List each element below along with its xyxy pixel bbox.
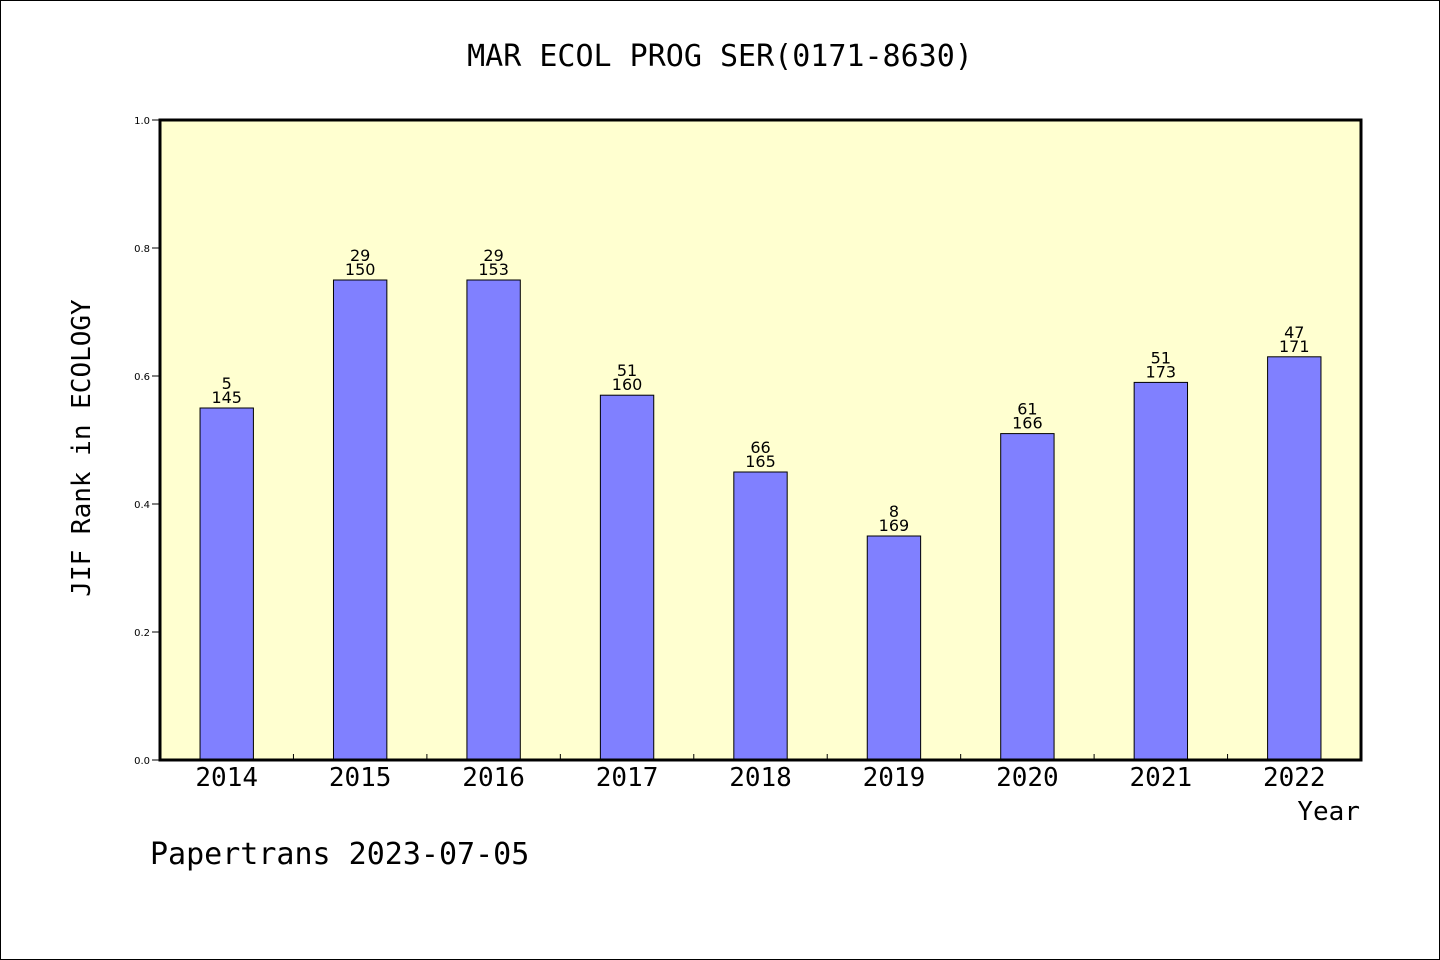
bar-2014 [199, 407, 254, 761]
bars-group: 5145291502915351160661658169611665117347… [199, 246, 1322, 761]
x-tick-label: 2016 [462, 763, 525, 793]
y-tick-label: 0.6 [134, 372, 150, 383]
bar-label-rank: 5 [222, 374, 232, 393]
bar-label-rank: 29 [350, 246, 370, 265]
bar-2019 [866, 535, 922, 761]
bar-label-rank: 61 [1017, 400, 1037, 419]
bar-2016 [466, 279, 521, 761]
x-tick-label: 2020 [996, 763, 1059, 793]
bar-label-total: 153 [478, 260, 509, 279]
y-axis-label: JIF Rank in ECOLOGY [67, 299, 97, 597]
bar-2022 [1267, 356, 1322, 761]
x-tick-label: 2018 [729, 763, 792, 793]
bar-label-total: 166 [1012, 414, 1043, 433]
y-tick-label: 0.0 [134, 756, 150, 767]
bar-label-total: 173 [1146, 362, 1177, 381]
x-axis: 2014 2015 2016 2017 2018 2019 2020 2021 2022 [195, 754, 1326, 793]
bar-label-rank: 8 [889, 502, 899, 521]
x-tick-label: 2021 [1130, 763, 1193, 793]
x-tick-label: 2017 [596, 763, 659, 793]
bar-label-total: 145 [211, 388, 242, 407]
bar-2021 [1133, 381, 1189, 761]
y-tick-label: 1.0 [134, 116, 150, 127]
bar-2020 [1000, 433, 1055, 761]
y-tick-label: 0.2 [134, 628, 150, 639]
bar-label-total: 160 [612, 375, 643, 394]
bar-2015 [332, 279, 388, 761]
x-tick-label: 2014 [195, 763, 258, 793]
footer-credit: Papertrans 2023-07-05 [150, 837, 529, 872]
bar-label-total: 165 [745, 452, 776, 471]
x-axis-label: Year [1297, 797, 1360, 827]
y-tick-label: 0.4 [134, 500, 150, 511]
bar-label-rank: 29 [483, 246, 503, 265]
plot-border [158, 118, 1363, 762]
bar-2018 [733, 471, 788, 761]
bar-label-total: 169 [879, 516, 910, 535]
bar-label-total: 171 [1279, 337, 1310, 356]
x-tick-label: 2022 [1263, 763, 1326, 793]
bar-label-rank: 51 [1151, 348, 1171, 367]
bar-label-rank: 66 [750, 438, 770, 457]
bar-label-rank: 51 [617, 361, 637, 380]
y-tick-label: 0.8 [134, 244, 150, 255]
x-tick-label: 2019 [863, 763, 926, 793]
x-tick-label: 2015 [329, 763, 392, 793]
bar-2017 [599, 394, 655, 761]
chart-title: MAR ECOL PROG SER(0171-8630) [467, 39, 973, 74]
bar-label-total: 150 [345, 260, 376, 279]
y-axis: 0.0 0.2 0.4 0.6 0.8 1.0 [134, 116, 160, 767]
bar-label-rank: 47 [1284, 323, 1304, 342]
